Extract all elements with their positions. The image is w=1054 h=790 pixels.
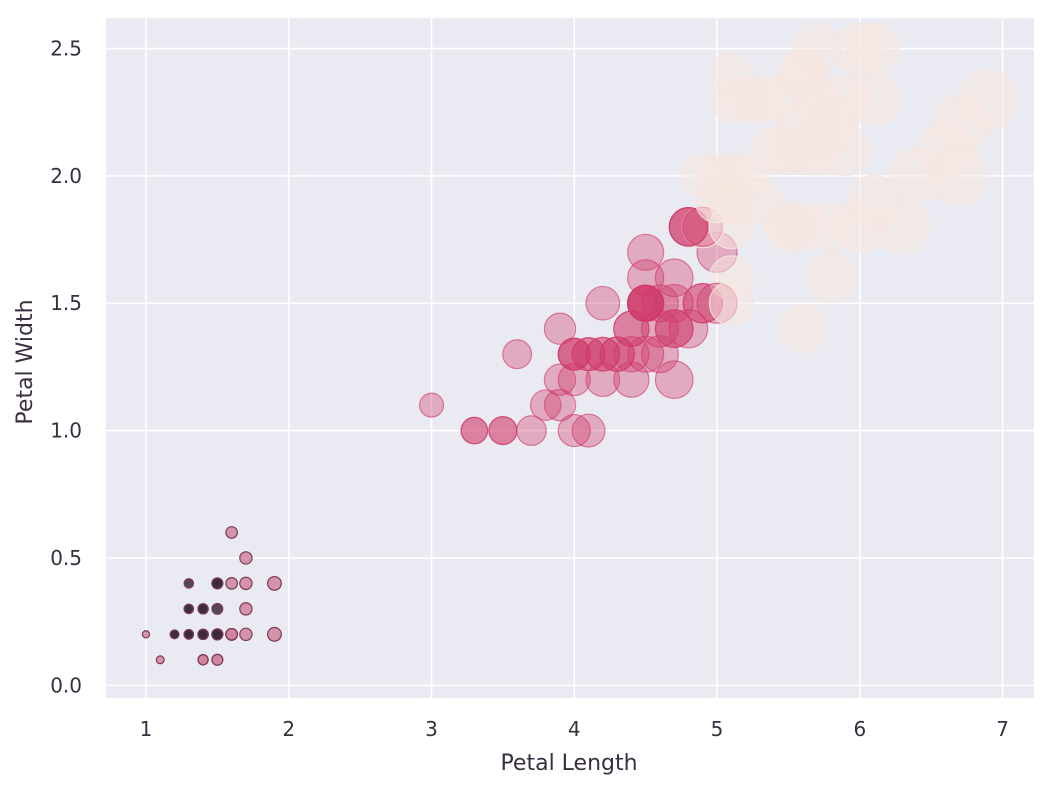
data-point xyxy=(750,75,798,124)
data-point xyxy=(239,602,253,616)
data-point xyxy=(169,629,180,640)
x-tick-label: 6 xyxy=(853,717,866,741)
data-point xyxy=(571,337,606,372)
data-point xyxy=(239,551,253,565)
data-point xyxy=(197,628,209,640)
data-point xyxy=(197,603,209,615)
data-point xyxy=(805,252,857,304)
data-point xyxy=(141,630,151,639)
y-tick-label: 1.0 xyxy=(50,419,82,443)
x-tick-label: 2 xyxy=(282,717,295,741)
y-tick-label: 2.5 xyxy=(50,37,82,61)
data-point xyxy=(627,233,665,271)
data-point xyxy=(197,654,209,666)
data-point xyxy=(488,415,518,446)
y-tick-labels: 0.0 0.5 1.0 1.5 2.0 2.5 xyxy=(50,37,82,698)
data-point xyxy=(543,312,577,345)
data-point xyxy=(640,309,679,348)
data-point xyxy=(764,202,813,252)
data-point xyxy=(847,174,901,229)
plot-background xyxy=(106,18,1034,698)
data-point xyxy=(225,627,238,641)
data-point xyxy=(155,655,165,665)
y-axis-label: Petal Width xyxy=(13,299,38,424)
data-point xyxy=(543,388,577,422)
data-point xyxy=(183,629,195,640)
x-axis-label: Petal Length xyxy=(500,751,637,776)
data-point xyxy=(599,336,635,372)
data-point xyxy=(239,576,253,591)
data-point xyxy=(211,602,224,615)
data-point xyxy=(722,152,769,199)
y-tick-label: 0.0 xyxy=(50,673,82,697)
data-point xyxy=(819,73,872,126)
data-point xyxy=(543,363,577,396)
data-point xyxy=(654,283,694,323)
data-point xyxy=(958,69,1019,130)
data-point xyxy=(183,603,195,615)
data-point xyxy=(668,308,709,349)
x-tick-label: 3 xyxy=(425,717,438,741)
data-point xyxy=(571,413,606,448)
x-tick-labels: 1 2 3 4 5 6 7 xyxy=(140,717,1009,741)
data-point xyxy=(211,628,224,641)
data-point xyxy=(847,21,901,76)
data-point xyxy=(211,577,224,590)
data-point xyxy=(225,526,238,539)
x-tick-label: 5 xyxy=(711,717,724,741)
data-point xyxy=(888,147,946,205)
data-point xyxy=(627,284,665,322)
x-tick-label: 1 xyxy=(140,717,153,741)
y-tick-label: 2.0 xyxy=(50,164,82,188)
y-tick-label: 0.5 xyxy=(50,546,82,570)
data-point xyxy=(613,335,650,373)
data-point xyxy=(708,204,754,250)
data-point xyxy=(791,23,843,74)
data-point xyxy=(778,304,828,354)
data-point xyxy=(585,285,621,321)
data-point xyxy=(627,259,665,297)
data-point xyxy=(267,575,282,591)
data-point xyxy=(225,577,238,590)
data-point xyxy=(418,392,445,418)
grid xyxy=(106,18,1034,698)
points-layer xyxy=(141,21,1019,666)
data-point xyxy=(654,360,694,400)
data-point xyxy=(239,627,253,642)
data-point xyxy=(183,578,195,589)
data-point xyxy=(557,413,591,448)
data-point xyxy=(460,416,489,445)
data-point xyxy=(668,207,709,247)
x-tick-label: 4 xyxy=(568,717,581,741)
data-point xyxy=(557,337,591,371)
data-point xyxy=(529,389,562,421)
y-tick-label: 1.5 xyxy=(50,291,82,315)
data-point xyxy=(211,653,224,666)
data-point xyxy=(585,336,621,372)
data-point xyxy=(708,280,754,326)
data-point xyxy=(267,626,282,642)
data-point xyxy=(516,415,547,446)
x-tick-label: 7 xyxy=(996,717,1009,741)
data-point xyxy=(557,363,591,397)
data-point xyxy=(502,339,533,370)
